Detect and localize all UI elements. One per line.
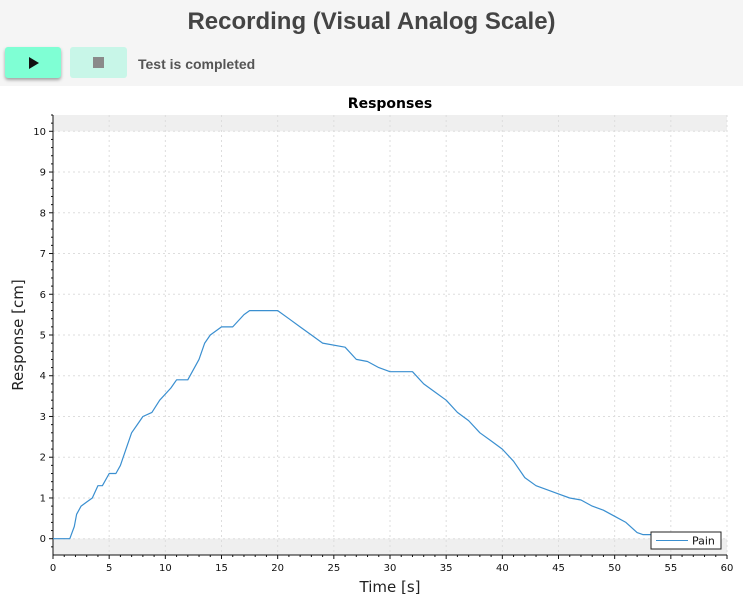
y-tick-label: 5 <box>40 331 46 342</box>
x-tick-label: 5 <box>106 563 112 574</box>
x-tick-label: 40 <box>496 563 509 574</box>
y-tick-label: 0 <box>40 534 46 545</box>
x-tick-label: 55 <box>664 563 677 574</box>
y-axis-label: Response [cm] <box>9 279 27 390</box>
series-layer <box>53 310 671 540</box>
control-panel: Recording (Visual Analog Scale) Test is … <box>0 0 743 86</box>
play-icon <box>29 56 39 69</box>
page-title: Recording (Visual Analog Scale) <box>187 8 556 35</box>
x-tick-label: 0 <box>50 563 56 574</box>
y-tick-label: 1 <box>40 493 46 504</box>
chart-title: Responses <box>348 96 432 112</box>
upper-band <box>53 115 727 132</box>
legend: Pain <box>650 531 722 550</box>
responses-chart: Responses 0 5 10 15 20 25 30 35 40 45 50 55 60 01234… <box>9 96 734 596</box>
x-tick-label: 15 <box>215 563 228 574</box>
x-axis-ticks: 0 5 10 15 20 25 30 35 40 45 50 55 60 <box>50 555 734 574</box>
x-tick-label: 25 <box>327 563 340 574</box>
x-tick-label: 20 <box>271 563 284 574</box>
x-tick-label: 10 <box>159 563 172 574</box>
x-tick-label: 60 <box>721 563 734 574</box>
status-text: Test is completed <box>138 56 256 72</box>
y-tick-label: 4 <box>40 371 46 382</box>
series-line-pain <box>53 310 671 540</box>
x-tick-label: 50 <box>608 563 621 574</box>
grid <box>53 115 728 555</box>
y-tick-label: 9 <box>40 168 46 179</box>
x-axis-label: Time [s] <box>359 578 421 596</box>
y-axis-ticks: 0 1 2 3 4 5 6 7 8 9 10 <box>33 114 53 548</box>
x-tick-label: 45 <box>552 563 565 574</box>
y-tick-label: 2 <box>40 453 46 464</box>
stop-button[interactable] <box>70 47 127 78</box>
y-tick-label: 3 <box>40 412 46 423</box>
play-button[interactable] <box>5 47 61 78</box>
y-tick-label: 8 <box>40 208 46 219</box>
y-tick-label: 10 <box>33 127 46 138</box>
y-tick-label: 6 <box>40 290 46 301</box>
legend-label: Pain <box>692 535 715 548</box>
y-tick-label: 7 <box>40 249 46 260</box>
x-tick-label: 35 <box>440 563 453 574</box>
x-tick-label: 30 <box>384 563 397 574</box>
stop-icon <box>93 57 104 68</box>
